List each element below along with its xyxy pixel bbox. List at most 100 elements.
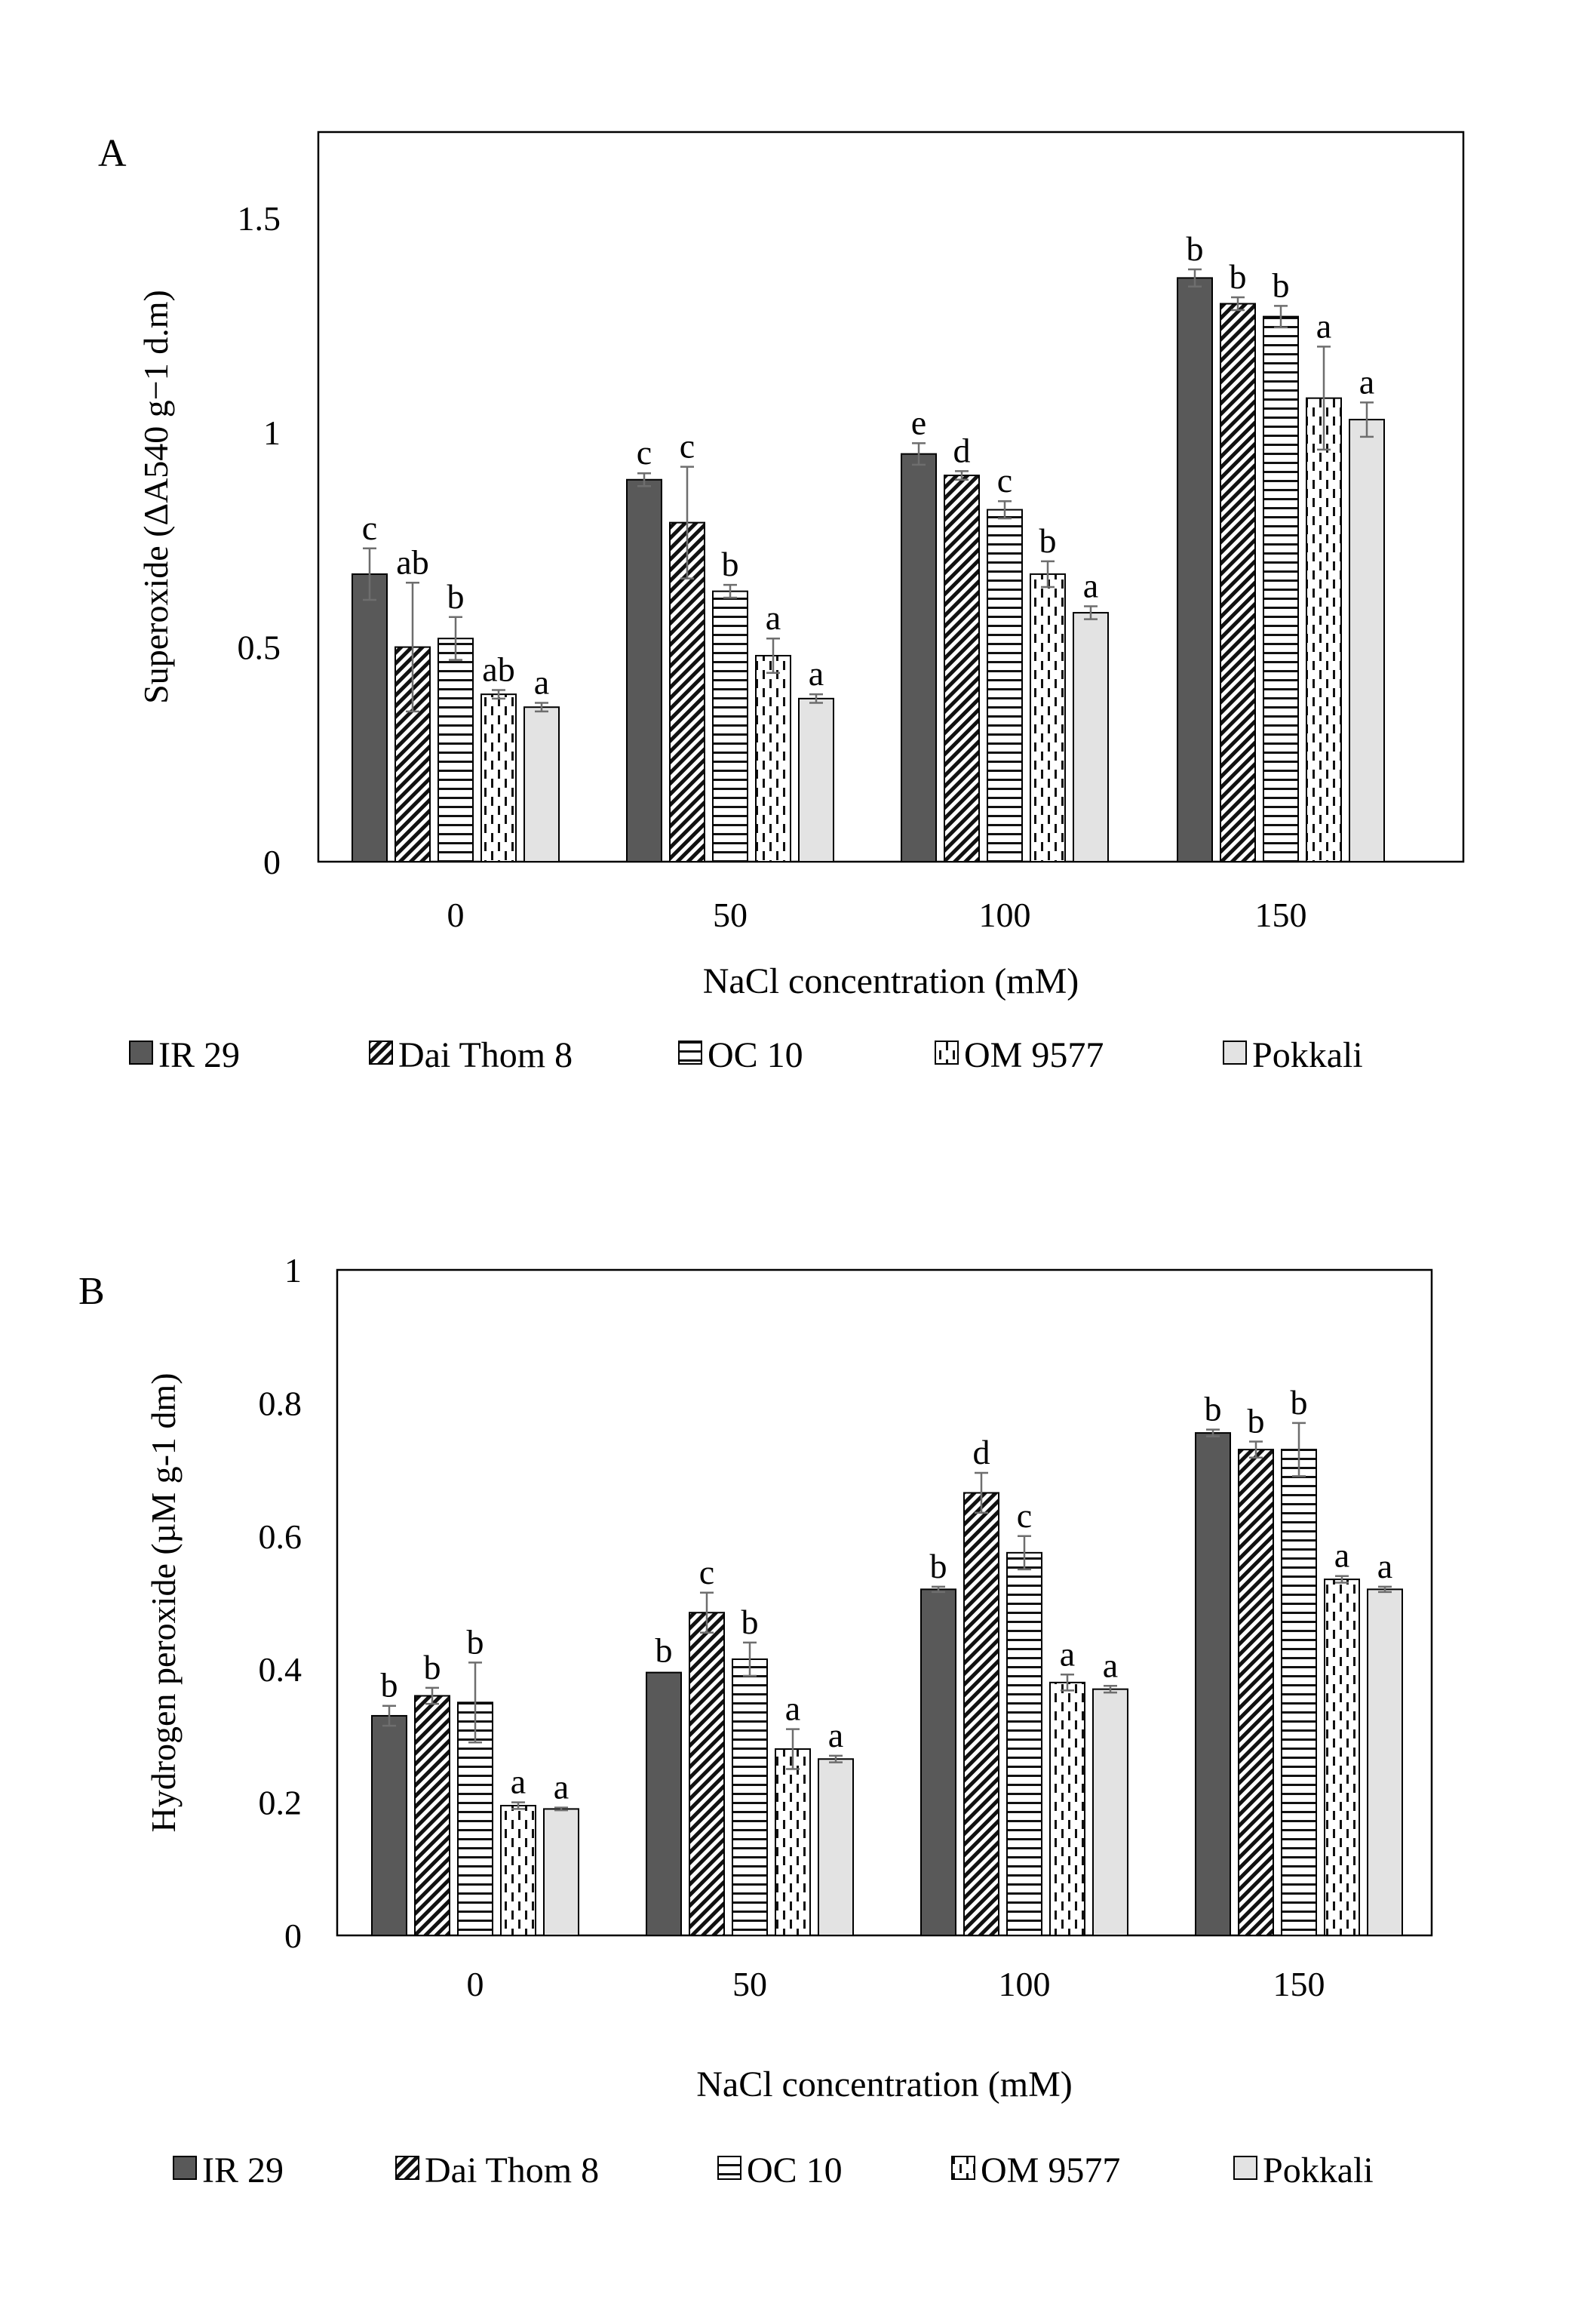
panel-b-significance-letter: b xyxy=(655,1631,673,1670)
panel-a-ytick-label: 1.5 xyxy=(238,199,281,238)
panel-b-bar-pokkali xyxy=(818,1758,854,1937)
panel-a-bar-pokkali xyxy=(523,706,560,862)
panel-a-significance-letter: a xyxy=(1316,306,1331,345)
panel-b-ytick-label: 0.4 xyxy=(259,1650,302,1689)
panel-a-significance-letter: b xyxy=(1230,257,1247,296)
panel-a-bar-ir-29 xyxy=(901,453,937,862)
panel-b-legend-swatch-oc-10 xyxy=(717,2156,741,2180)
panel-b-plot-frame xyxy=(336,1268,1433,1937)
panel-a-ytick-label: 0.5 xyxy=(238,629,281,667)
panel-a-bar-dai-thom-8 xyxy=(944,475,980,862)
panel-a-xtick-label: 150 xyxy=(1255,896,1307,934)
panel-b-significance-letter: a xyxy=(1060,1634,1075,1673)
panel-b-bar-om-9577 xyxy=(1049,1681,1085,1937)
panel-b-bar-oc-10 xyxy=(1281,1449,1317,1936)
panel-a-significance-letter: a xyxy=(1359,362,1374,401)
panel-b-bar-dai-thom-8 xyxy=(1238,1449,1274,1936)
panel-a-label: A xyxy=(98,132,127,175)
panel-a-significance-letter: a xyxy=(534,663,549,702)
panel-a-bar-om-9577 xyxy=(1030,573,1066,862)
panel-a-significance-letter: b xyxy=(1273,266,1290,304)
panel-b-xtick-label: 0 xyxy=(467,1965,484,2003)
panel-b-significance-letter: a xyxy=(1377,1547,1392,1585)
panel-b-bar-oc-10 xyxy=(1006,1551,1042,1937)
panel-a-significance-letter: a xyxy=(766,598,781,637)
panel-a-significance-letter: ab xyxy=(396,543,428,581)
panel-a-xtick-label: 100 xyxy=(979,896,1031,934)
panel-a-significance-letter: e xyxy=(911,403,926,441)
panel-b-bar-pokkali xyxy=(543,1808,579,1936)
panel-b-legend-label-pokkali: Pokkali xyxy=(1263,2150,1374,2190)
panel-a-legend-label-pokkali: Pokkali xyxy=(1252,1035,1363,1075)
panel-b-xtick-label: 100 xyxy=(999,1965,1051,2003)
panel-a-legend-label-om-9577: OM 9577 xyxy=(964,1035,1104,1075)
panel-a-bar-oc-10 xyxy=(712,590,748,862)
panel-a-legend-swatch-pokkali xyxy=(1223,1041,1247,1065)
panel-b-ytick-label: 0.6 xyxy=(259,1517,302,1556)
panel-a-bar-pokkali xyxy=(798,697,834,862)
panel-b-significance-letter: a xyxy=(828,1716,843,1754)
panel-b-ytick-label: 0 xyxy=(284,1917,302,1955)
panel-a-legend-label-dai-thom-8: Dai Thom 8 xyxy=(398,1035,573,1075)
panel-a-legend-label-ir-29: IR 29 xyxy=(158,1035,240,1075)
panel-b-bar-om-9577 xyxy=(775,1748,811,1937)
panel-a-legend-swatch-oc-10 xyxy=(678,1041,702,1065)
panel-b-significance-letter: b xyxy=(381,1666,398,1705)
panel-a-bar-ir-29 xyxy=(1177,277,1213,862)
panel-b-bar-ir-29 xyxy=(371,1714,407,1936)
panel-b-significance-letter: a xyxy=(511,1763,526,1801)
panel-b-legend-label-oc-10: OC 10 xyxy=(747,2150,843,2190)
panel-a-significance-letter: b xyxy=(447,577,465,616)
panel-b-bar-dai-thom-8 xyxy=(689,1612,725,1936)
panel-a-xtick-label: 0 xyxy=(447,896,465,934)
panel-a-ytick-label: 1 xyxy=(263,413,281,452)
panel-b-legend-swatch-ir-29 xyxy=(173,2156,197,2180)
panel-a-legend-label-oc-10: OC 10 xyxy=(708,1035,803,1075)
panel-b-bar-ir-29 xyxy=(920,1588,956,1937)
panel-a-significance-letter: d xyxy=(953,431,971,469)
panel-b-legend-label-ir-29: IR 29 xyxy=(202,2150,284,2190)
panel-b-xtick-label: 150 xyxy=(1273,1965,1325,2003)
panel-b-significance-letter: a xyxy=(1103,1646,1118,1684)
panel-b-xtick-label: 50 xyxy=(732,1965,767,2003)
panel-b-bar-oc-10 xyxy=(732,1658,768,1936)
panel-b-bar-dai-thom-8 xyxy=(414,1695,450,1936)
panel-b-label: B xyxy=(78,1270,105,1313)
panel-a-bar-om-9577 xyxy=(755,654,791,863)
panel-a-bar-pokkali xyxy=(1349,419,1385,862)
panel-b-bar-dai-thom-8 xyxy=(963,1492,999,1936)
panel-a-significance-letter: b xyxy=(1039,521,1057,560)
panel-b-bar-om-9577 xyxy=(500,1805,536,1937)
panel-b-ytick-label: 0.2 xyxy=(259,1784,302,1822)
panel-b-legend-swatch-om-9577 xyxy=(951,2156,975,2180)
panel-a-xtick-label: 50 xyxy=(713,896,748,934)
panel-b-significance-letter: b xyxy=(467,1622,484,1661)
panel-a-significance-letter: a xyxy=(1083,567,1098,605)
panel-a-legend-swatch-dai-thom-8 xyxy=(369,1041,393,1065)
panel-b-bar-ir-29 xyxy=(1195,1432,1231,1936)
panel-b-bar-om-9577 xyxy=(1324,1579,1360,1936)
panel-a-bar-pokkali xyxy=(1073,612,1109,862)
panel-a-ytick-label: 0 xyxy=(263,843,281,881)
panel-b-bar-pokkali xyxy=(1367,1588,1403,1937)
panel-b-significance-letter: b xyxy=(1291,1383,1308,1422)
panel-b-significance-letter: d xyxy=(973,1433,990,1471)
panel-b-bar-ir-29 xyxy=(646,1671,682,1937)
panel-b-legend-label-om-9577: OM 9577 xyxy=(981,2150,1120,2190)
panel-a-significance-letter: a xyxy=(809,654,824,693)
panel-b-significance-letter: b xyxy=(424,1648,441,1686)
panel-a-legend-swatch-ir-29 xyxy=(129,1041,153,1065)
panel-a-bar-ir-29 xyxy=(352,573,388,862)
panel-b-legend-swatch-dai-thom-8 xyxy=(395,2156,419,2180)
panel-a-bar-om-9577 xyxy=(1306,397,1342,862)
panel-b-significance-letter: b xyxy=(1205,1390,1222,1428)
panel-a-y-axis-label: Superoxide (ΔA540 g−1 d.m) xyxy=(137,290,175,704)
panel-a-significance-letter: b xyxy=(722,545,739,583)
panel-a-bar-om-9577 xyxy=(480,693,517,862)
panel-b-bar-pokkali xyxy=(1092,1688,1128,1936)
panel-b-ytick-label: 1 xyxy=(284,1251,302,1290)
panel-a-bar-oc-10 xyxy=(438,638,474,863)
panel-b-significance-letter: c xyxy=(1017,1496,1032,1535)
panel-b-significance-letter: b xyxy=(741,1603,759,1641)
